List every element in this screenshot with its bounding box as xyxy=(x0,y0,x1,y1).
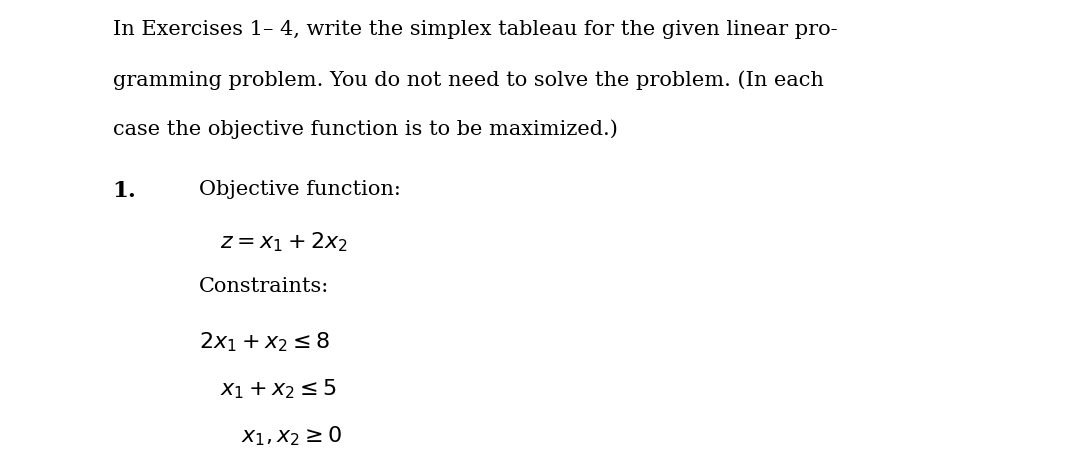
Text: $x_1, x_2 \geq 0$: $x_1, x_2 \geq 0$ xyxy=(241,425,343,448)
Text: Constraints:: Constraints: xyxy=(199,277,328,296)
Text: Objective function:: Objective function: xyxy=(199,180,400,199)
Text: $z = x_1 + 2x_2$: $z = x_1 + 2x_2$ xyxy=(220,230,348,253)
Text: gramming problem. You do not need to solve the problem. (In each: gramming problem. You do not need to sol… xyxy=(113,70,824,90)
Text: $x_1 + x_2 \leq 5$: $x_1 + x_2 \leq 5$ xyxy=(220,377,337,401)
Text: case the objective function is to be maximized.): case the objective function is to be max… xyxy=(113,120,618,139)
Text: In Exercises 1– 4, write the simplex tableau for the given linear pro-: In Exercises 1– 4, write the simplex tab… xyxy=(113,20,837,39)
Text: 1.: 1. xyxy=(113,180,136,202)
Text: $2x_1 + x_2 \leq 8$: $2x_1 + x_2 \leq 8$ xyxy=(199,330,329,354)
